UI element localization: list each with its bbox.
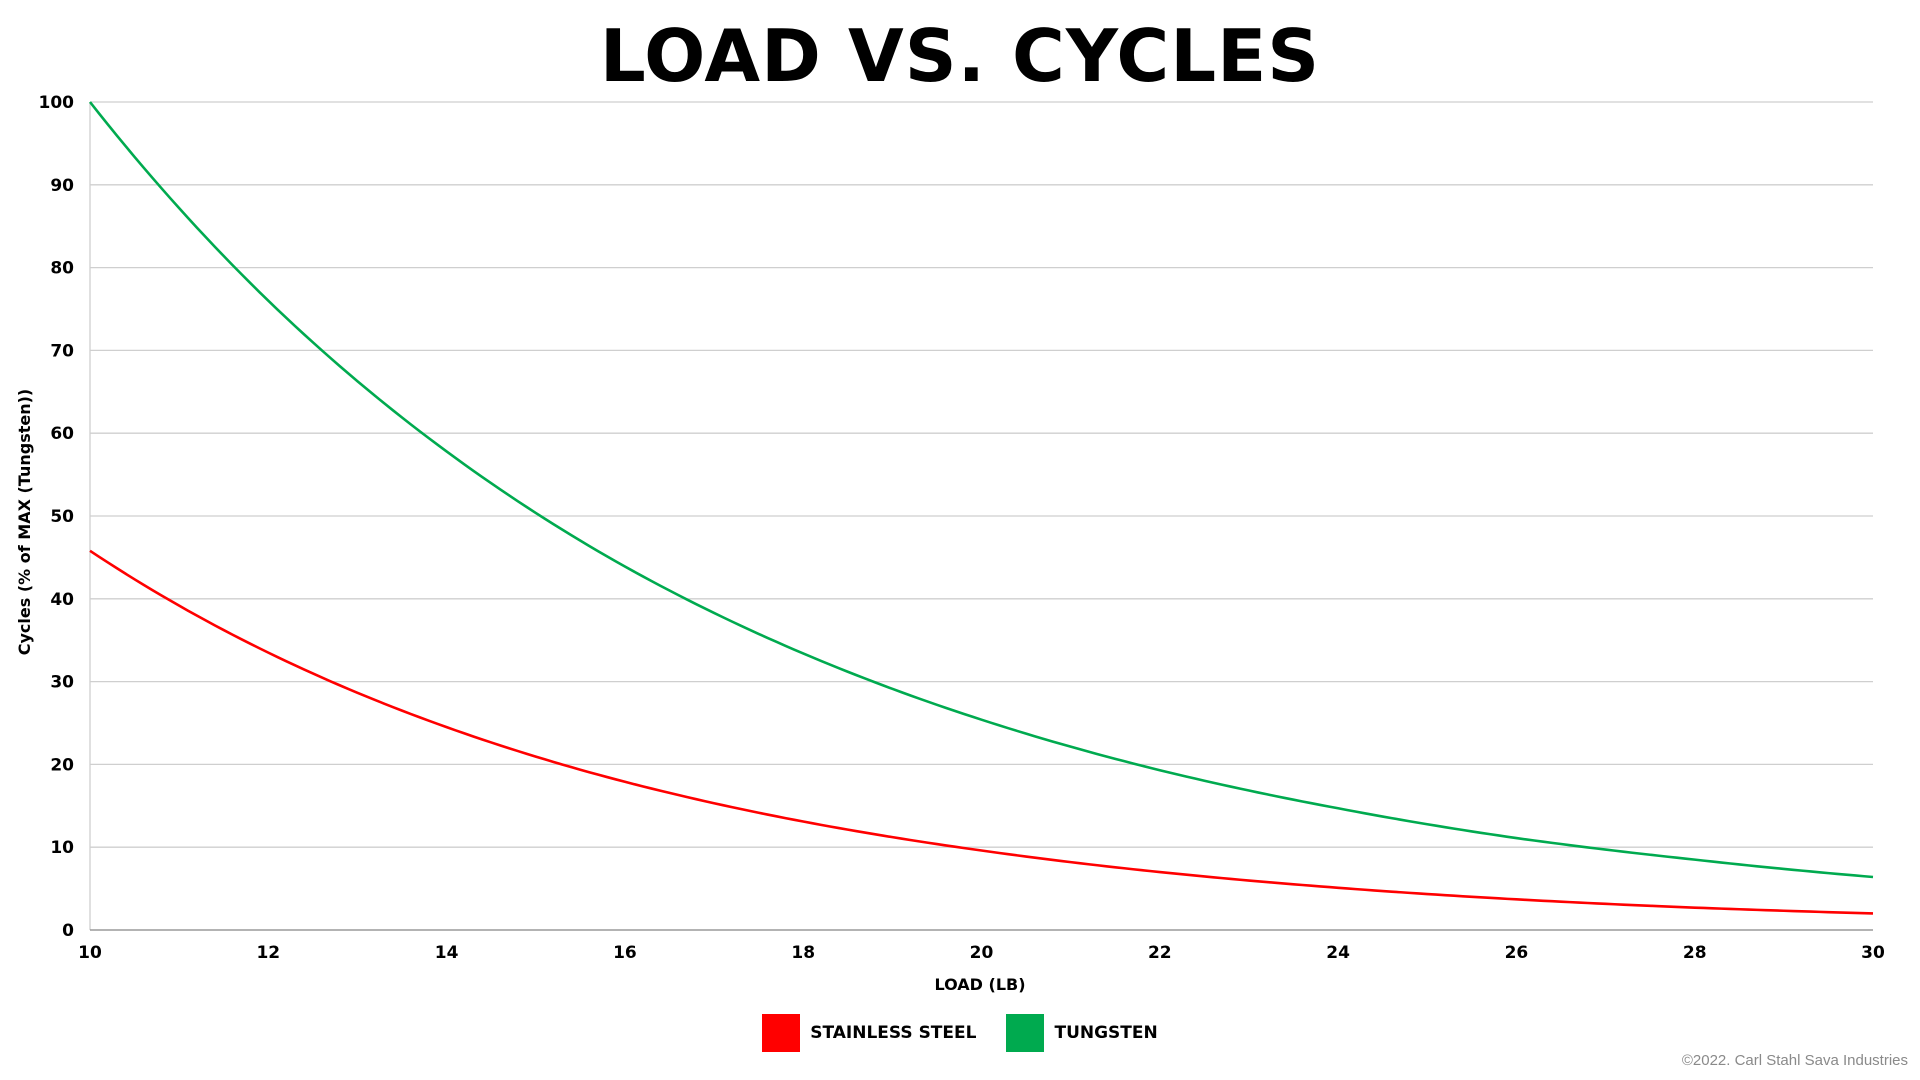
y-tick-label: 50 xyxy=(50,507,74,527)
x-tick-label: 20 xyxy=(970,943,994,963)
y-tick-label: 10 xyxy=(50,838,74,858)
legend-swatch-tungsten xyxy=(1006,1014,1045,1052)
chart-title: LOAD VS. CYCLES xyxy=(599,14,1321,98)
y-tick-label: 30 xyxy=(50,673,74,693)
y-tick-label: 60 xyxy=(50,424,74,444)
grid-lines xyxy=(90,101,1873,848)
y-tick-label: 90 xyxy=(50,176,74,196)
legend-label-tungsten: TUNGSTEN xyxy=(1054,1023,1158,1043)
y-axis-label: Cycles (% of MAX (Tungsten)) xyxy=(15,389,34,655)
legend-label-stainless-steel: STAINLESS STEEL xyxy=(810,1023,977,1043)
y-tick-label: 100 xyxy=(39,93,75,113)
y-tick-label: 80 xyxy=(50,259,74,279)
y-tick-label: 0 xyxy=(62,921,74,941)
copyright-notice: ©2022. Carl Stahl Sava Industries xyxy=(1681,1052,1908,1069)
x-tick-label: 12 xyxy=(256,943,280,963)
axes xyxy=(89,102,1873,931)
x-tick-label: 14 xyxy=(435,943,459,963)
legend-item-stainless-steel: STAINLESS STEEL xyxy=(762,1014,976,1052)
series-line-tungsten xyxy=(88,101,1874,879)
x-tick-label: 16 xyxy=(613,943,637,963)
x-axis-label: LOAD (LB) xyxy=(934,975,1025,994)
x-tick-label: 18 xyxy=(791,943,815,963)
legend-swatch-stainless-steel xyxy=(762,1014,801,1052)
x-tick-label: 28 xyxy=(1683,943,1707,963)
series-lines xyxy=(88,101,1874,915)
legend: STAINLESS STEEL TUNGSTEN xyxy=(0,1014,1920,1052)
legend-item-tungsten: TUNGSTEN xyxy=(1006,1014,1158,1052)
x-tick-label: 22 xyxy=(1148,943,1172,963)
x-tick-label: 10 xyxy=(78,943,102,963)
x-tick-label: 30 xyxy=(1861,943,1885,963)
y-tick-label: 40 xyxy=(50,590,74,610)
x-tick-label: 26 xyxy=(1505,943,1529,963)
y-tick-label: 20 xyxy=(50,755,74,775)
x-tick-label: 24 xyxy=(1326,943,1350,963)
y-tick-label: 70 xyxy=(50,341,74,361)
series-line-stainless-steel xyxy=(89,549,1874,915)
